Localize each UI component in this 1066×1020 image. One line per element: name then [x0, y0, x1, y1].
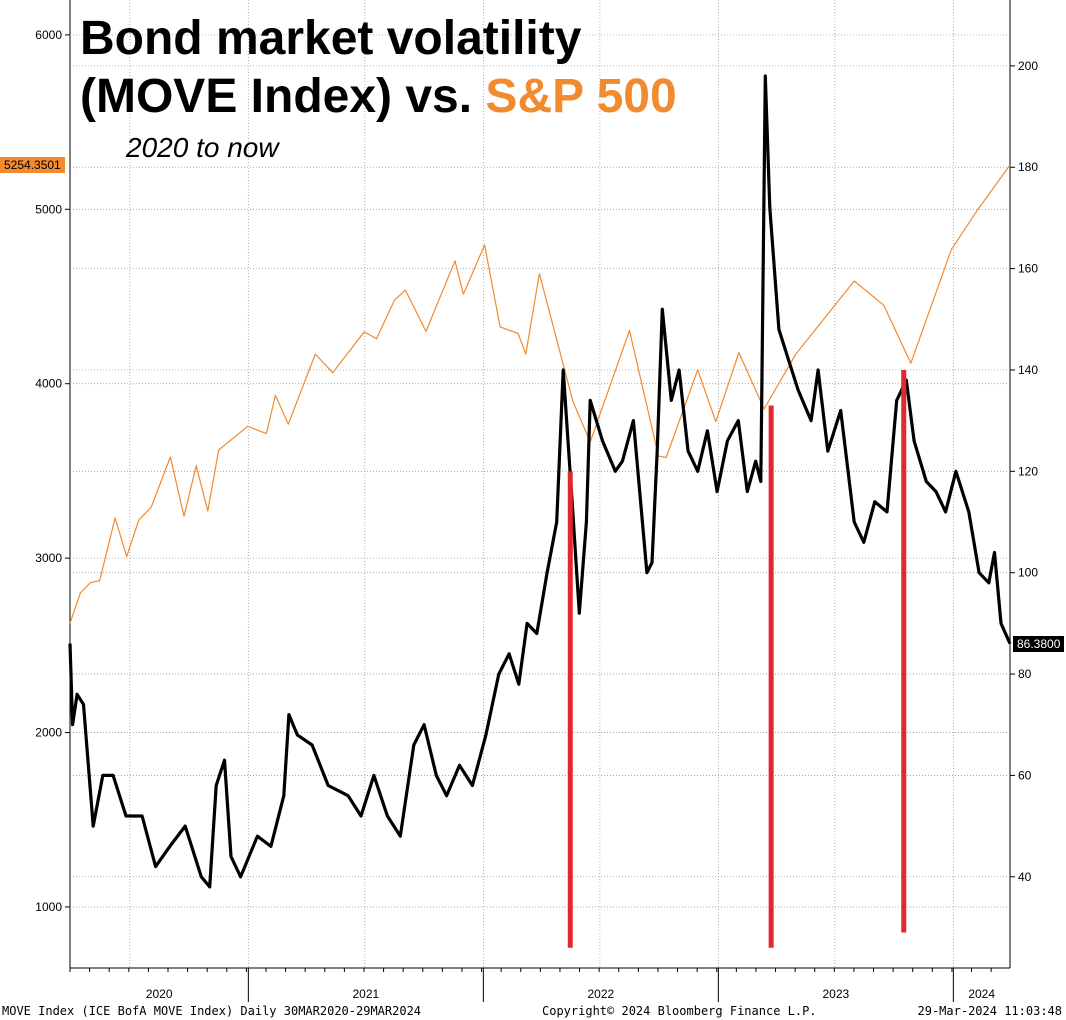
- title-sp500-accent: S&P 500: [485, 70, 677, 123]
- footer-source: MOVE Index (ICE BofA MOVE Index) Daily 3…: [2, 1004, 422, 1018]
- x-tick-label: 2022: [587, 987, 614, 1001]
- footer-timestamp: 29-Mar-2024 11:03:48: [917, 1004, 1063, 1018]
- title-line-2: (MOVE Index) vs. S&P 500: [80, 68, 677, 126]
- chart-subtitle: 2020 to now: [126, 132, 279, 163]
- left-tick-label: 2000: [35, 726, 62, 740]
- left-tick-label: 1000: [35, 900, 62, 914]
- left-tick-label: 3000: [35, 551, 62, 565]
- x-tick-label: 2023: [822, 987, 849, 1001]
- x-tick-label: 2024: [968, 987, 995, 1001]
- title-line-1: Bond market volatility: [80, 12, 582, 65]
- left-tick-label: 6000: [35, 28, 62, 42]
- right-tick-label: 180: [1018, 160, 1038, 174]
- right-tick-label: 120: [1018, 464, 1038, 478]
- move-last-value-tag: 86.3800: [1013, 635, 1065, 652]
- footer-copyright: Copyright© 2024 Bloomberg Finance L.P.: [542, 1004, 817, 1018]
- x-axis: 2020 2021 2022 2023 2024: [69, 968, 995, 1002]
- x-tick-label: 2020: [146, 987, 173, 1001]
- sp500-last-value-tag: 5254.3501: [0, 156, 65, 173]
- chart-title: Bond market volatility (MOVE Index) vs. …: [80, 10, 677, 126]
- right-axis-ticks: 40 60 80 100 120 140 160 180 200: [1010, 59, 1038, 884]
- right-tick-label: 60: [1018, 768, 1032, 782]
- series-layer: [68, 74, 1012, 889]
- x-tick-label: 2021: [352, 987, 379, 1001]
- title-line-2-prefix: (MOVE Index) vs.: [80, 70, 486, 123]
- left-tick-label: 5000: [35, 202, 62, 216]
- right-tick-label: 80: [1018, 667, 1032, 681]
- right-tick-label: 100: [1018, 566, 1038, 580]
- left-tick-label: 4000: [35, 377, 62, 391]
- right-tick-label: 160: [1018, 262, 1038, 276]
- move-index-line: [68, 74, 1012, 889]
- annotation-layer: [567, 369, 907, 948]
- right-tick-label: 140: [1018, 363, 1038, 377]
- sp500-line: [69, 164, 1011, 624]
- left-axis-ticks: 1000 2000 3000 4000 5000 6000: [35, 28, 70, 914]
- right-tick-label: 40: [1018, 870, 1032, 884]
- right-tick-label: 200: [1018, 59, 1038, 73]
